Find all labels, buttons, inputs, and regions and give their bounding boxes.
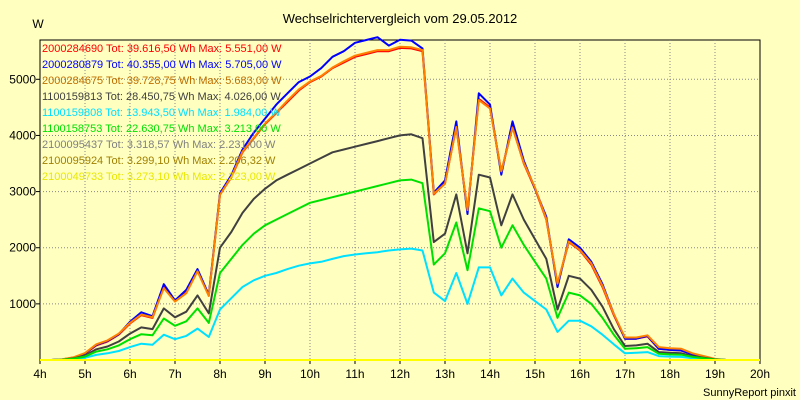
x-tick-label: 4h [33,367,46,381]
legend: 2000284690 Tot: 39.616,50 Wh Max: 5.551,… [42,43,282,183]
chart-title: Wechselrichtervergleich vom 29.05.2012 [283,11,518,26]
x-tick-label: 15h [525,367,545,381]
series-line-2 [40,45,760,361]
x-tick-label: 19h [705,367,725,381]
y-tick-label: 5000 [9,72,36,86]
series-line-3 [40,133,760,361]
legend-entry: 1100159813 Tot: 28.450,75 Wh Max: 4.026,… [42,91,281,103]
x-tick-label: 20h [750,367,770,381]
x-axis-ticks: 4h 5h 6h 7h 8h 9h 10h 11h 12h 13h 14h 15h 16h 17h 18h 1… [33,360,770,381]
x-tick-label: 10h [300,367,320,381]
series-line-4 [40,247,760,361]
y-axis-ticks: 1000 2000 3000 4000 5000 [9,72,40,311]
x-tick-label: 17h [615,367,635,381]
x-tick-label: 7h [168,367,181,381]
x-tick-label: 16h [570,367,590,381]
legend-entry: 1100159808 Tot: 13.943,50 Wh Max: 1.984,… [42,107,281,119]
x-tick-label: 18h [660,367,680,381]
legend-entry: 2100095924 Tot: 3.299,10 Wh Max: 2.206,3… [42,155,276,167]
series-lines [40,36,760,361]
y-tick-label: 4000 [9,128,36,142]
series-line-5 [40,178,760,361]
x-tick-label: 11h [345,367,364,381]
y-tick-label: 3000 [9,185,36,199]
legend-entry: 2100049733 Tot: 3.273,10 Wh Max: 2.223,0… [42,171,276,183]
legend-entry: 1100158753 Tot: 22.630,75 Wh Max: 3.213,… [42,123,281,135]
legend-entry: 2000284690 Tot: 39.616,50 Wh Max: 5.551,… [42,43,282,55]
legend-entry: 2000280879 Tot: 40.355,00 Wh Max: 5.705,… [42,59,282,71]
legend-entry: 2000284675 Tot: 39.728,75 Wh Max: 5.683,… [42,75,282,87]
x-tick-label: 12h [390,367,410,381]
x-tick-label: 14h [480,367,500,381]
x-tick-label: 8h [213,367,226,381]
y-tick-label: 2000 [9,241,36,255]
x-tick-label: 13h [435,367,455,381]
x-tick-label: 5h [78,367,91,381]
legend-entry: 2100095437 Tot: 3.318,57 Wh Max: 2.231,0… [42,139,276,151]
x-tick-label: 9h [258,367,271,381]
footer-credit: SunnyReport pinxit [703,387,796,399]
y-tick-label: 1000 [9,297,36,311]
x-tick-label: 6h [123,367,136,381]
y-axis-unit-label: W [32,17,44,31]
